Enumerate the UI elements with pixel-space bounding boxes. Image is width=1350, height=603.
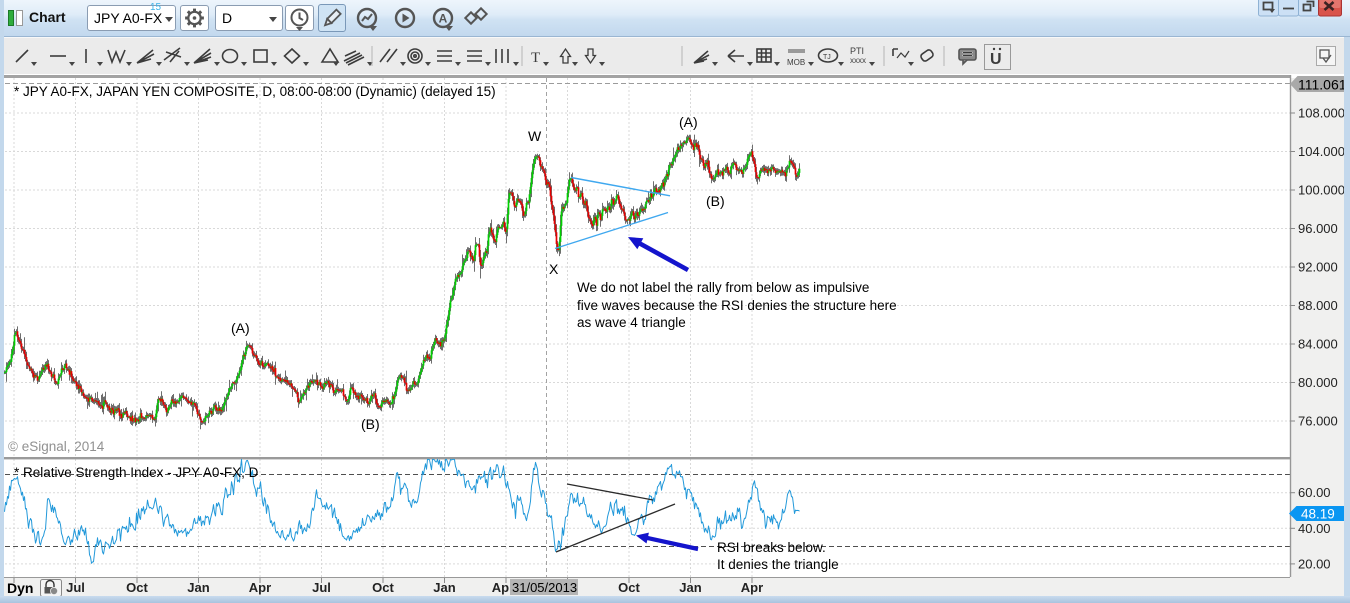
svg-text:MOB: MOB — [787, 58, 805, 67]
svg-text:60.00: 60.00 — [1298, 485, 1331, 500]
svg-text:* Relative Strength Index - JP: * Relative Strength Index - JPY A0-FX, D — [14, 465, 259, 480]
svg-text:© eSignal, 2014: © eSignal, 2014 — [8, 439, 105, 454]
svg-text:104.000: 104.000 — [1298, 144, 1345, 159]
svg-text:TJ: TJ — [823, 54, 831, 61]
svg-text:(B): (B) — [706, 193, 725, 209]
svg-text:We do not label the rally from: We do not label the rally from below as … — [577, 280, 869, 295]
svg-text:Jul: Jul — [66, 580, 85, 595]
svg-text:111.061: 111.061 — [1298, 77, 1347, 93]
svg-text:U: U — [990, 51, 1002, 68]
svg-text:84.000: 84.000 — [1298, 337, 1338, 352]
svg-text:Jan: Jan — [433, 580, 455, 595]
svg-text:100.000: 100.000 — [1298, 183, 1345, 198]
svg-text:20.00: 20.00 — [1298, 556, 1331, 571]
svg-text:X: X — [549, 261, 559, 277]
svg-text:RSI breaks below.: RSI breaks below. — [717, 540, 826, 555]
svg-text:Jul: Jul — [312, 580, 331, 595]
svg-text:* JPY A0-FX, JAPAN YEN COMPOSI: * JPY A0-FX, JAPAN YEN COMPOSITE, D, 08:… — [14, 84, 496, 99]
svg-text:(A): (A) — [231, 320, 250, 336]
svg-text:(B): (B) — [361, 416, 380, 432]
svg-text:five waves because the RSI den: five waves because the RSI denies the st… — [577, 298, 897, 313]
svg-text:It denies the triangle: It denies the triangle — [717, 557, 839, 572]
svg-text:A: A — [439, 12, 448, 26]
svg-text:W: W — [528, 128, 542, 144]
svg-text:Jan: Jan — [187, 580, 209, 595]
svg-text:xxxx: xxxx — [850, 56, 866, 65]
svg-text:88.000: 88.000 — [1298, 298, 1338, 313]
svg-text:(A): (A) — [679, 114, 698, 130]
svg-text:96.000: 96.000 — [1298, 221, 1338, 236]
svg-text:Dyn: Dyn — [7, 580, 33, 596]
svg-text:40.00: 40.00 — [1298, 521, 1331, 536]
svg-text:Jan: Jan — [679, 580, 701, 595]
svg-text:76.000: 76.000 — [1298, 414, 1338, 429]
svg-text:Oct: Oct — [618, 580, 640, 595]
svg-text:Apr: Apr — [492, 580, 514, 595]
svg-text:Oct: Oct — [126, 580, 148, 595]
svg-text:PTI: PTI — [850, 46, 864, 56]
svg-text:Oct: Oct — [372, 580, 394, 595]
svg-text:31/05/2013: 31/05/2013 — [512, 580, 577, 595]
svg-text:T: T — [531, 50, 540, 66]
svg-text:80.000: 80.000 — [1298, 375, 1338, 390]
svg-text:as wave 4 triangle: as wave 4 triangle — [577, 315, 686, 330]
svg-text:108.000: 108.000 — [1298, 106, 1345, 121]
svg-text:Apr: Apr — [249, 580, 271, 595]
svg-text:48.19: 48.19 — [1301, 507, 1335, 522]
svg-text:Apr: Apr — [741, 580, 763, 595]
svg-text:92.000: 92.000 — [1298, 260, 1338, 275]
